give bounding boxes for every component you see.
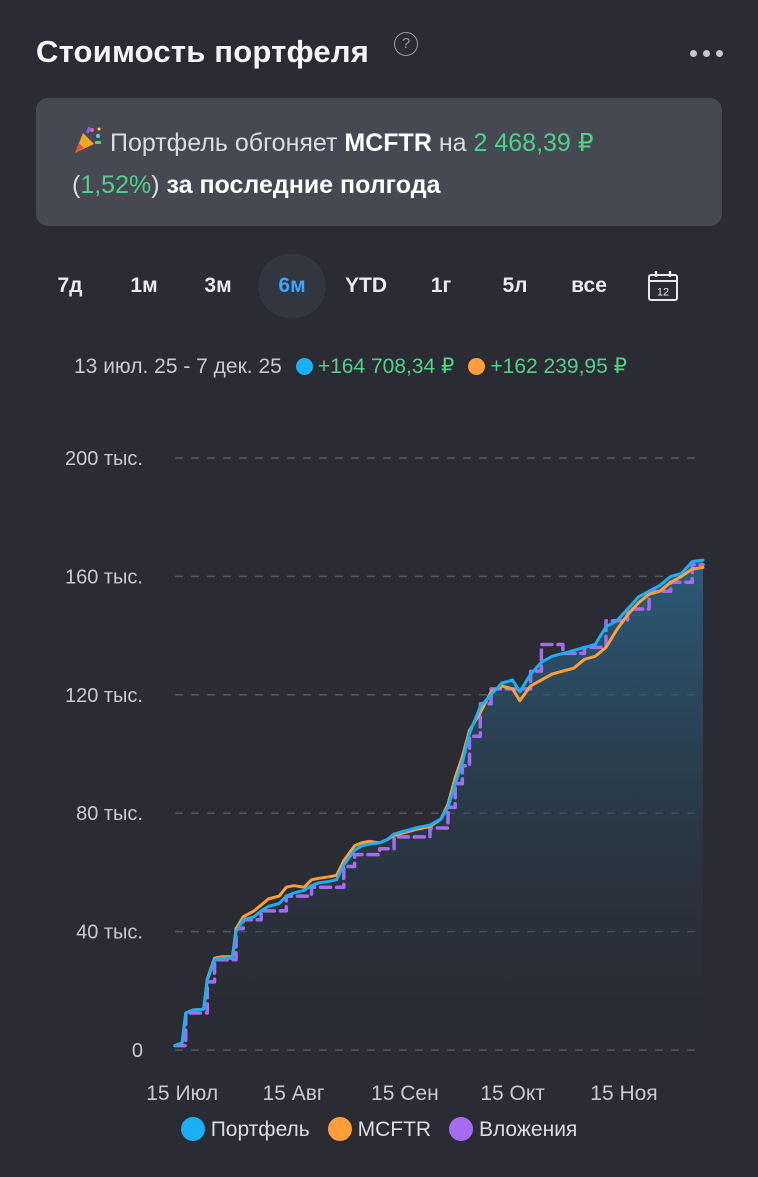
legend-label-mcftr: MCFTR: [357, 1118, 432, 1141]
period-tab-1m[interactable]: 1м: [130, 274, 158, 297]
period-tab-1y[interactable]: 1г: [430, 274, 452, 297]
legend-item-portfolio[interactable]: Портфель: [180, 1112, 310, 1148]
y-tick-label-3: 120 тыс.: [65, 685, 143, 707]
mcftr-change: +162 239,95 ₽: [490, 355, 627, 378]
banner-text-2: на: [438, 129, 467, 157]
period-tab-ytd[interactable]: YTD: [345, 274, 387, 297]
period-tab-3m[interactable]: 3м: [204, 274, 232, 297]
date-range: 13 июл. 25 - 7 дек. 25: [74, 355, 282, 378]
performance-banner: Портфель обгоняет MCFTR на 2 468,39 ₽ (1…: [36, 98, 722, 226]
x-tick-label-0: 15 Июл: [146, 1082, 218, 1105]
banner-paren-close: ): [151, 171, 160, 199]
legend-swatch-mcftr: [327, 1117, 352, 1141]
portfolio-dot: [295, 358, 313, 375]
period-tab-all[interactable]: все: [571, 274, 607, 297]
banner-text-1: Портфель обгоняет: [110, 129, 338, 157]
period-tab-5y[interactable]: 5л: [502, 274, 528, 297]
series-area-portfolio: [175, 560, 703, 1050]
calendar-day: 12: [657, 287, 669, 299]
help-icon[interactable]: ?: [394, 32, 418, 56]
portfolio-change: +164 708,34 ₽: [317, 355, 455, 378]
y-tick-label-2: 80 тыс.: [76, 803, 143, 825]
y-tick-label-4: 160 тыс.: [65, 566, 143, 588]
banner-period-text: за последние полгода: [166, 171, 441, 199]
y-tick-label-5: 200 тыс.: [65, 448, 143, 470]
chart-legend: Портфель MCFTR Вложения: [0, 1112, 758, 1148]
legend-label-investments: Вложения: [478, 1118, 578, 1141]
period-summary: 13 июл. 25 - 7 дек. 25 +164 708,34 ₽ +162 …: [74, 352, 627, 382]
active-period-highlight: [258, 254, 326, 318]
mcftr-dot: [468, 358, 486, 375]
series-line-investments[interactable]: [173, 562, 705, 1048]
legend-swatch-portfolio: [180, 1117, 205, 1141]
legend-label-portfolio: Портфель: [210, 1118, 310, 1141]
period-selector: 7д 1м 3м 6м YTD 1г 5л все 12: [36, 254, 726, 318]
series-line-portfolio[interactable]: [173, 558, 705, 1048]
x-tick-label-4: 15 Ноя: [590, 1082, 657, 1105]
outperformance-percent: 1,52%: [80, 171, 152, 199]
y-tick-label-0: 0: [132, 1040, 143, 1062]
legend-item-mcftr[interactable]: MCFTR: [327, 1112, 432, 1148]
y-tick-label-1: 40 тыс.: [76, 922, 143, 944]
page-title: Стоимость портфеля: [36, 34, 370, 69]
more-options-icon[interactable]: [686, 38, 726, 68]
header: Стоимость портфеля ?: [36, 28, 726, 78]
banner-paren-open: (: [72, 171, 81, 199]
portfolio-line-chart[interactable]: 0 40 тыс. 80 тыс. 120 тыс. 160 тыс. 200 тыс. 1…: [0, 430, 758, 1120]
benchmark-name: MCFTR: [344, 129, 432, 157]
period-tab-6m[interactable]: 6м: [278, 274, 306, 297]
party-popper-icon: [72, 125, 102, 155]
legend-item-investments[interactable]: Вложения: [448, 1112, 578, 1148]
x-tick-label-2: 15 Сен: [371, 1082, 439, 1105]
x-tick-label-1: 15 Авг: [263, 1082, 325, 1105]
period-tab-7d[interactable]: 7д: [57, 274, 83, 297]
legend-swatch-investments: [448, 1117, 473, 1141]
x-tick-label-3: 15 Окт: [480, 1082, 545, 1105]
outperformance-amount: 2 468,39 ₽: [473, 129, 594, 157]
calendar-icon[interactable]: 12: [647, 270, 679, 302]
